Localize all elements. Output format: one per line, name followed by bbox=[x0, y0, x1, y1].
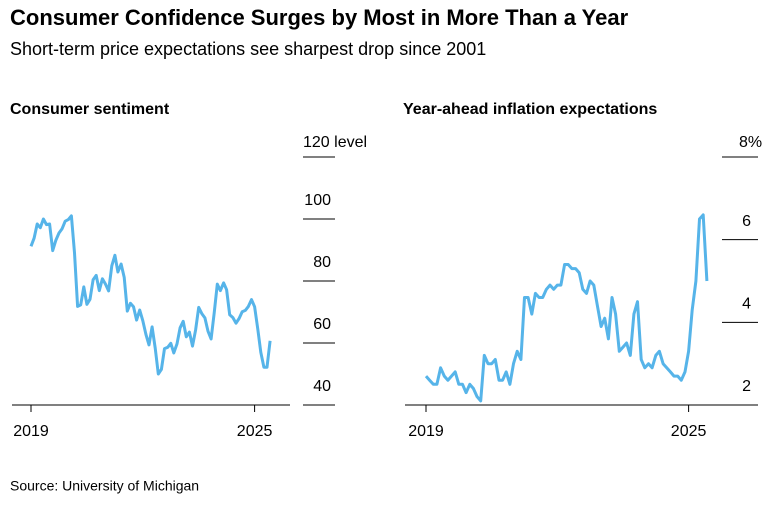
y-tick-label: 2 bbox=[742, 378, 751, 395]
y-tick-label: 80 bbox=[313, 254, 331, 271]
x-tick-label: 2025 bbox=[237, 423, 273, 440]
y-tick-label: 6 bbox=[742, 213, 751, 230]
x-tick-label: 2019 bbox=[408, 423, 444, 440]
chart-title: Consumer Confidence Surges by Most in Mo… bbox=[10, 5, 629, 30]
y-tick-label: 100 bbox=[304, 192, 331, 209]
x-tick-label: 2019 bbox=[13, 423, 49, 440]
y-tick-label: 60 bbox=[313, 316, 331, 333]
y-tick-label: 40 bbox=[313, 378, 331, 395]
x-tick-label: 2025 bbox=[671, 423, 707, 440]
source: Source: University of Michigan bbox=[10, 478, 199, 494]
panel-title: Year-ahead inflation expectations bbox=[403, 101, 657, 118]
chart-subtitle: Short-term price expectations see sharpe… bbox=[10, 39, 486, 59]
panel-title: Consumer sentiment bbox=[10, 101, 170, 118]
series-line bbox=[424, 213, 709, 403]
series-line bbox=[29, 214, 272, 376]
y-tick-label: 8% bbox=[739, 134, 762, 151]
y-tick-label: 120 level bbox=[303, 134, 367, 151]
y-tick-label: 4 bbox=[742, 296, 751, 313]
